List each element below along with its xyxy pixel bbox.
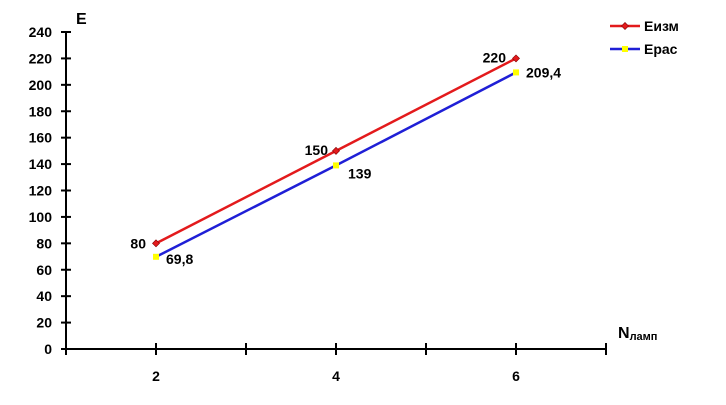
legend-marker bbox=[621, 22, 629, 30]
data-point bbox=[332, 146, 340, 155]
y-tick-label: 220 bbox=[29, 50, 53, 66]
axes bbox=[65, 32, 606, 350]
y-tick-label: 100 bbox=[29, 209, 53, 225]
legend-marker bbox=[622, 46, 628, 52]
y-tick-label: 40 bbox=[36, 288, 52, 304]
data-label: 209,4 bbox=[526, 64, 561, 80]
y-tick-label: 120 bbox=[29, 183, 53, 199]
y-tick-label: 20 bbox=[36, 315, 52, 331]
x-axis-title: Nламп bbox=[618, 325, 657, 343]
x-axis-title-sub: ламп bbox=[630, 331, 658, 343]
x-tick-label: 4 bbox=[332, 368, 340, 384]
y-axis-title: E bbox=[76, 11, 87, 28]
data-point bbox=[152, 239, 160, 248]
x-tick-label: 2 bbox=[152, 368, 160, 384]
y-tick-label: 200 bbox=[29, 77, 53, 93]
y-ticks: 0 20 40 60 80 100 120 140 160 180 200 220 240 bbox=[29, 24, 71, 357]
legend: Еизм Ерас bbox=[610, 18, 679, 57]
data-point bbox=[513, 69, 519, 76]
y-tick-label: 180 bbox=[29, 103, 53, 119]
x-axis-title-main: N bbox=[618, 325, 630, 342]
data-point bbox=[333, 162, 339, 169]
y-tick-label: 160 bbox=[29, 130, 53, 146]
x-ticks: 2 4 6 bbox=[65, 343, 607, 384]
data-label: 220 bbox=[483, 49, 507, 65]
legend-label: Еизм bbox=[644, 18, 679, 34]
y-tick-label: 240 bbox=[29, 24, 53, 40]
data-point bbox=[512, 54, 520, 63]
data-label: 80 bbox=[130, 235, 146, 251]
legend-label: Ерас bbox=[644, 41, 678, 57]
y-tick-label: 140 bbox=[29, 156, 53, 172]
data-point bbox=[153, 253, 159, 260]
y-tick-label: 0 bbox=[44, 341, 52, 357]
data-label: 150 bbox=[305, 142, 329, 158]
data-labels: 80 150 220 69,8 139 209,4 bbox=[130, 49, 561, 266]
x-tick-label: 6 bbox=[512, 368, 520, 384]
y-tick-label: 60 bbox=[36, 262, 52, 278]
data-label: 69,8 bbox=[166, 251, 193, 267]
data-label: 139 bbox=[348, 165, 372, 181]
series-group bbox=[152, 54, 520, 260]
y-tick-label: 80 bbox=[36, 235, 52, 251]
